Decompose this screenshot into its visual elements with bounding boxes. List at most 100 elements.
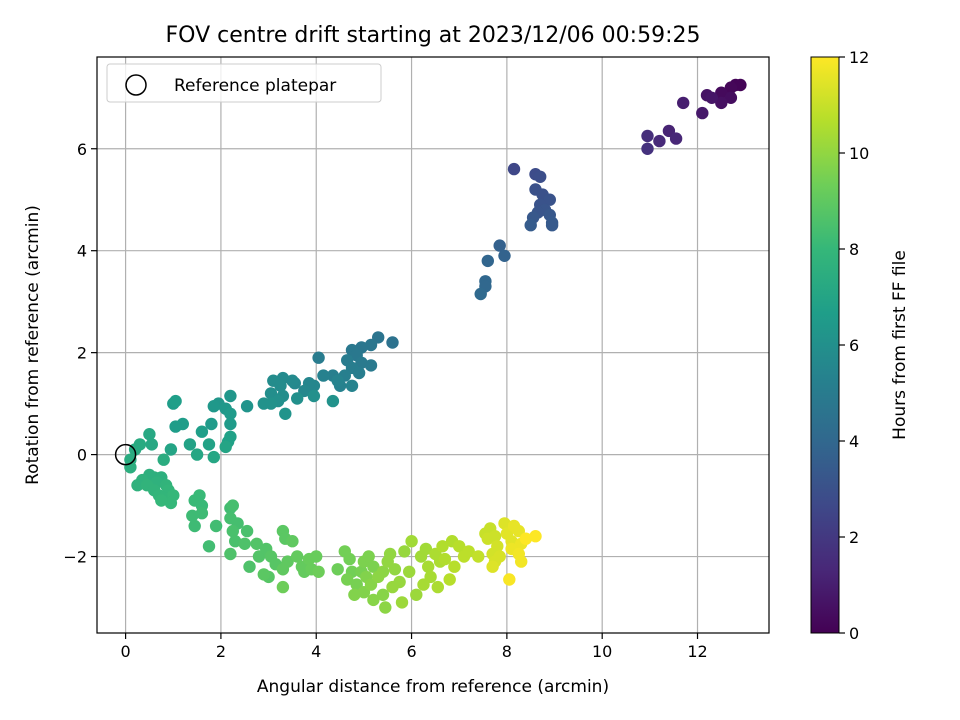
data-point: [438, 552, 452, 566]
data-point: [224, 417, 237, 431]
y-tick-label: 2: [77, 344, 87, 363]
data-point: [345, 379, 359, 392]
data-point: [250, 537, 263, 550]
data-point: [164, 496, 178, 510]
data-point: [238, 537, 251, 550]
data-point: [498, 517, 511, 530]
colorbar-tick-label: 6: [849, 336, 859, 355]
data-point: [453, 540, 466, 553]
data-point: [376, 588, 390, 601]
data-point: [734, 78, 747, 92]
data-point: [448, 560, 461, 573]
plot-frame: [96, 56, 770, 634]
data-point: [503, 573, 516, 586]
data-point: [529, 530, 542, 543]
colorbar-ticks: 0 2 4 6 8 10 12: [839, 48, 869, 643]
data-point: [202, 438, 216, 451]
data-point: [226, 499, 239, 512]
data-point: [641, 129, 654, 143]
data-point: [669, 132, 683, 145]
data-point: [276, 563, 290, 576]
data-point: [291, 392, 304, 405]
data-point: [641, 142, 654, 155]
data-point: [405, 535, 418, 548]
x-tick-label: 2: [216, 642, 226, 661]
data-point: [169, 420, 182, 433]
data-point: [362, 550, 375, 563]
x-tick-label: 4: [311, 642, 321, 661]
data-point: [310, 550, 323, 563]
data-point: [240, 400, 254, 413]
data-point: [164, 443, 178, 456]
colorbar-tick-label: 2: [849, 528, 859, 547]
data-point: [515, 555, 528, 568]
colorbar-tick-label: 0: [849, 624, 859, 643]
colorbar-label: Hours from first FF file: [890, 250, 910, 440]
colorbar-tick-label: 12: [849, 48, 869, 67]
data-point: [472, 550, 485, 563]
data-point: [383, 547, 397, 561]
data-point: [493, 550, 506, 563]
data-point: [410, 588, 423, 601]
y-axis-label: Rotation from reference (arcmin): [23, 205, 43, 485]
data-point: [145, 438, 158, 451]
data-point: [186, 509, 199, 522]
data-point: [143, 428, 156, 441]
data-point: [481, 254, 494, 268]
data-point: [331, 374, 344, 387]
colorbar: 0 2 4 6 8 10 12 Hours from first FF file: [810, 48, 910, 643]
data-point: [386, 336, 399, 349]
x-tick-label: 12: [687, 642, 707, 661]
data-point: [543, 193, 556, 206]
data-point: [715, 96, 728, 110]
data-point: [317, 369, 330, 382]
data-point: [279, 407, 292, 420]
data-point: [488, 530, 502, 543]
reference-marker: [114, 443, 137, 466]
data-point: [519, 532, 533, 545]
x-tick-label: 6: [406, 642, 416, 661]
data-point: [677, 96, 690, 110]
data-point: [364, 338, 378, 352]
data-point: [291, 550, 304, 563]
legend-entry-reference: Reference platepar: [174, 76, 336, 96]
data-point: [422, 560, 435, 573]
data-point: [348, 588, 361, 601]
y-tick-label: 4: [77, 242, 87, 261]
y-tick-label: 6: [77, 140, 87, 159]
data-point: [207, 450, 220, 464]
data-point: [443, 573, 456, 586]
data-point: [224, 547, 237, 561]
data-point: [312, 565, 325, 578]
data-point: [229, 535, 242, 548]
data-point: [183, 438, 197, 451]
data-point: [257, 568, 270, 581]
data-points: [124, 78, 747, 614]
data-point: [190, 448, 204, 461]
data-point: [524, 219, 537, 232]
data-point: [286, 535, 299, 548]
data-point: [264, 397, 278, 410]
data-point: [240, 524, 254, 538]
data-point: [131, 479, 144, 492]
data-point: [243, 560, 256, 573]
y-tick-label: 0: [77, 446, 87, 465]
colorbar-tick-label: 10: [849, 144, 869, 163]
data-point: [724, 91, 738, 105]
data-point: [424, 570, 437, 584]
x-tick-label: 10: [592, 642, 612, 661]
data-point: [653, 134, 666, 148]
data-point: [498, 249, 511, 262]
data-point: [364, 359, 378, 372]
data-point: [386, 580, 399, 594]
data-point: [157, 453, 170, 466]
colorbar-gradient: [811, 57, 839, 633]
x-tick-label: 8: [502, 642, 512, 661]
data-point: [286, 374, 299, 387]
y-axis-ticks: −2 0 2 4 6: [63, 140, 97, 567]
x-tick-label: 0: [121, 642, 131, 661]
data-point: [312, 351, 325, 364]
data-point: [379, 601, 392, 614]
data-point: [195, 425, 209, 438]
